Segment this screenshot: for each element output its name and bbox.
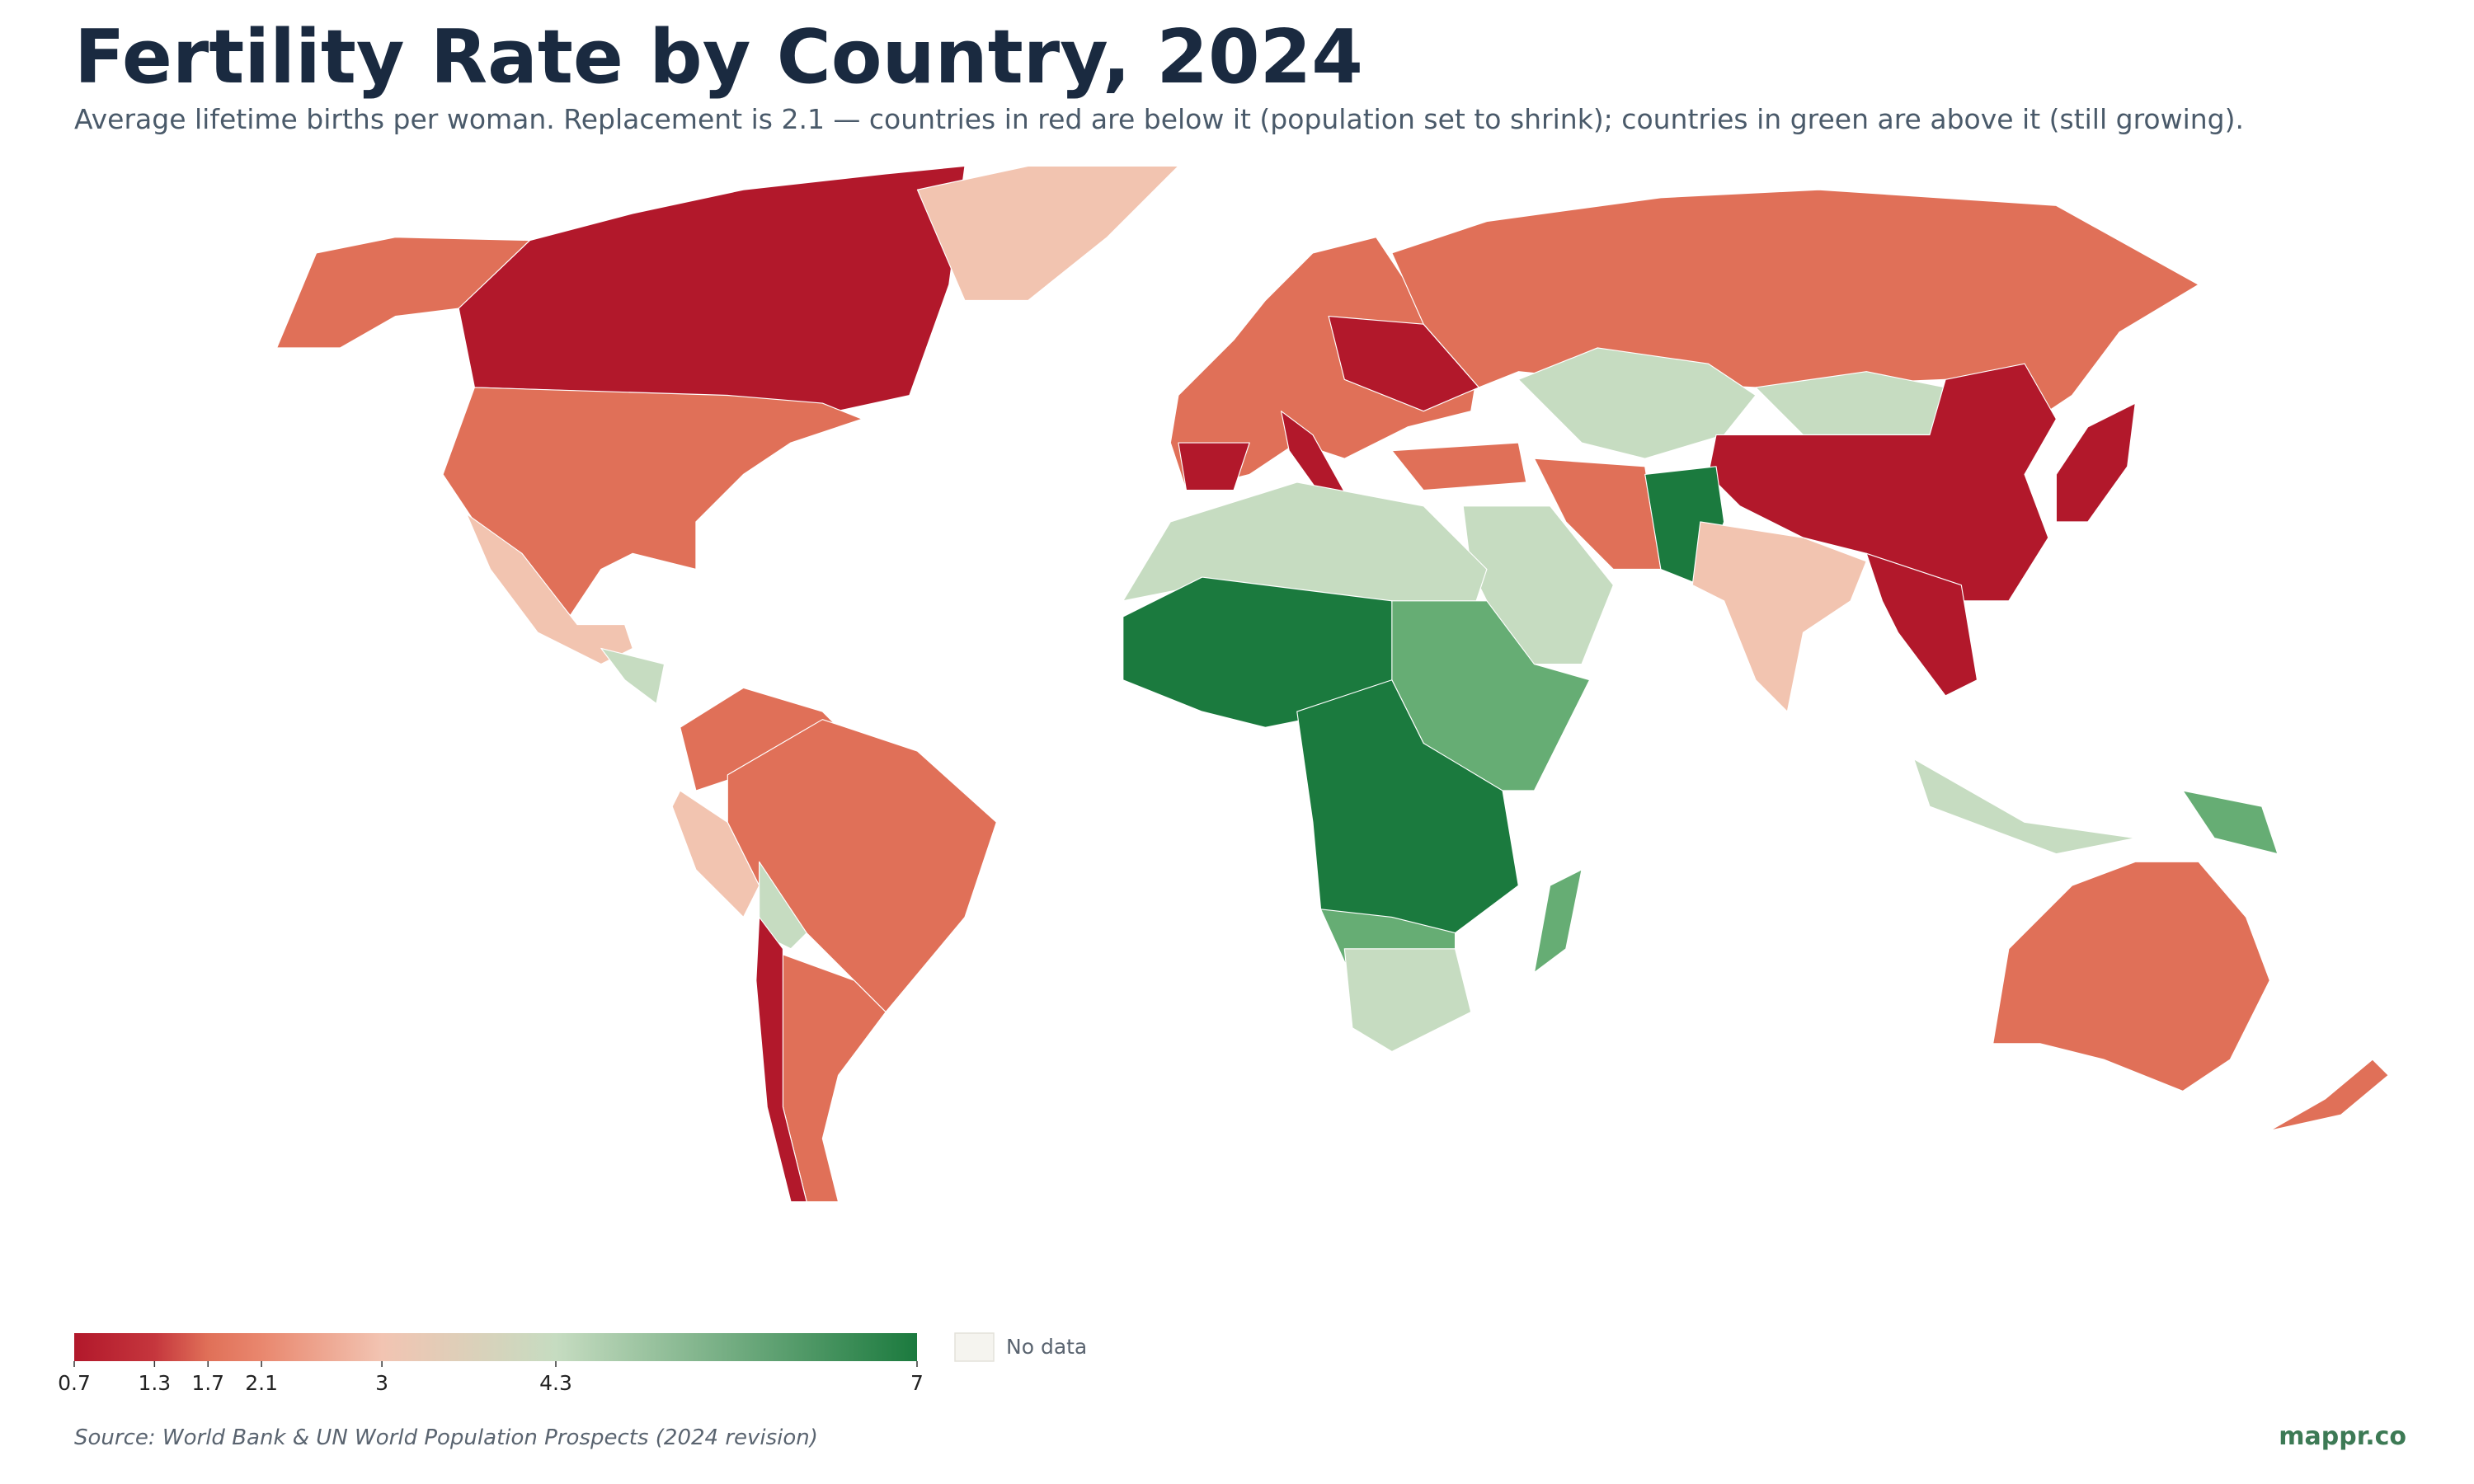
colorbar-tick-label: 1.3 <box>138 1371 171 1395</box>
title: Fertility Rate by Country, 2024 <box>74 14 1363 101</box>
source: Source: World Bank & UN World Population… <box>74 1425 818 1450</box>
colorbar-tick-label: 1.7 <box>191 1371 224 1395</box>
no-data-swatch <box>954 1332 995 1362</box>
colorbar-tick-label: 7 <box>910 1371 924 1395</box>
colorbar-tick-label: 3 <box>375 1371 388 1395</box>
legend: No data 0.7 1.3 1.7 2.1 3 4.3 7 <box>58 1332 1087 1395</box>
credit: mappr.co <box>2279 1422 2406 1451</box>
colorbar-tick-label: 0.7 <box>58 1371 91 1395</box>
colorbar <box>74 1333 917 1361</box>
world-map <box>276 165 2389 1203</box>
colorbar-tick-label: 4.3 <box>539 1371 572 1395</box>
colorbar-tick-label: 2.1 <box>245 1371 278 1395</box>
subtitle: Average lifetime births per woman. Repla… <box>74 103 2244 135</box>
no-data-label: No data <box>1006 1335 1087 1359</box>
